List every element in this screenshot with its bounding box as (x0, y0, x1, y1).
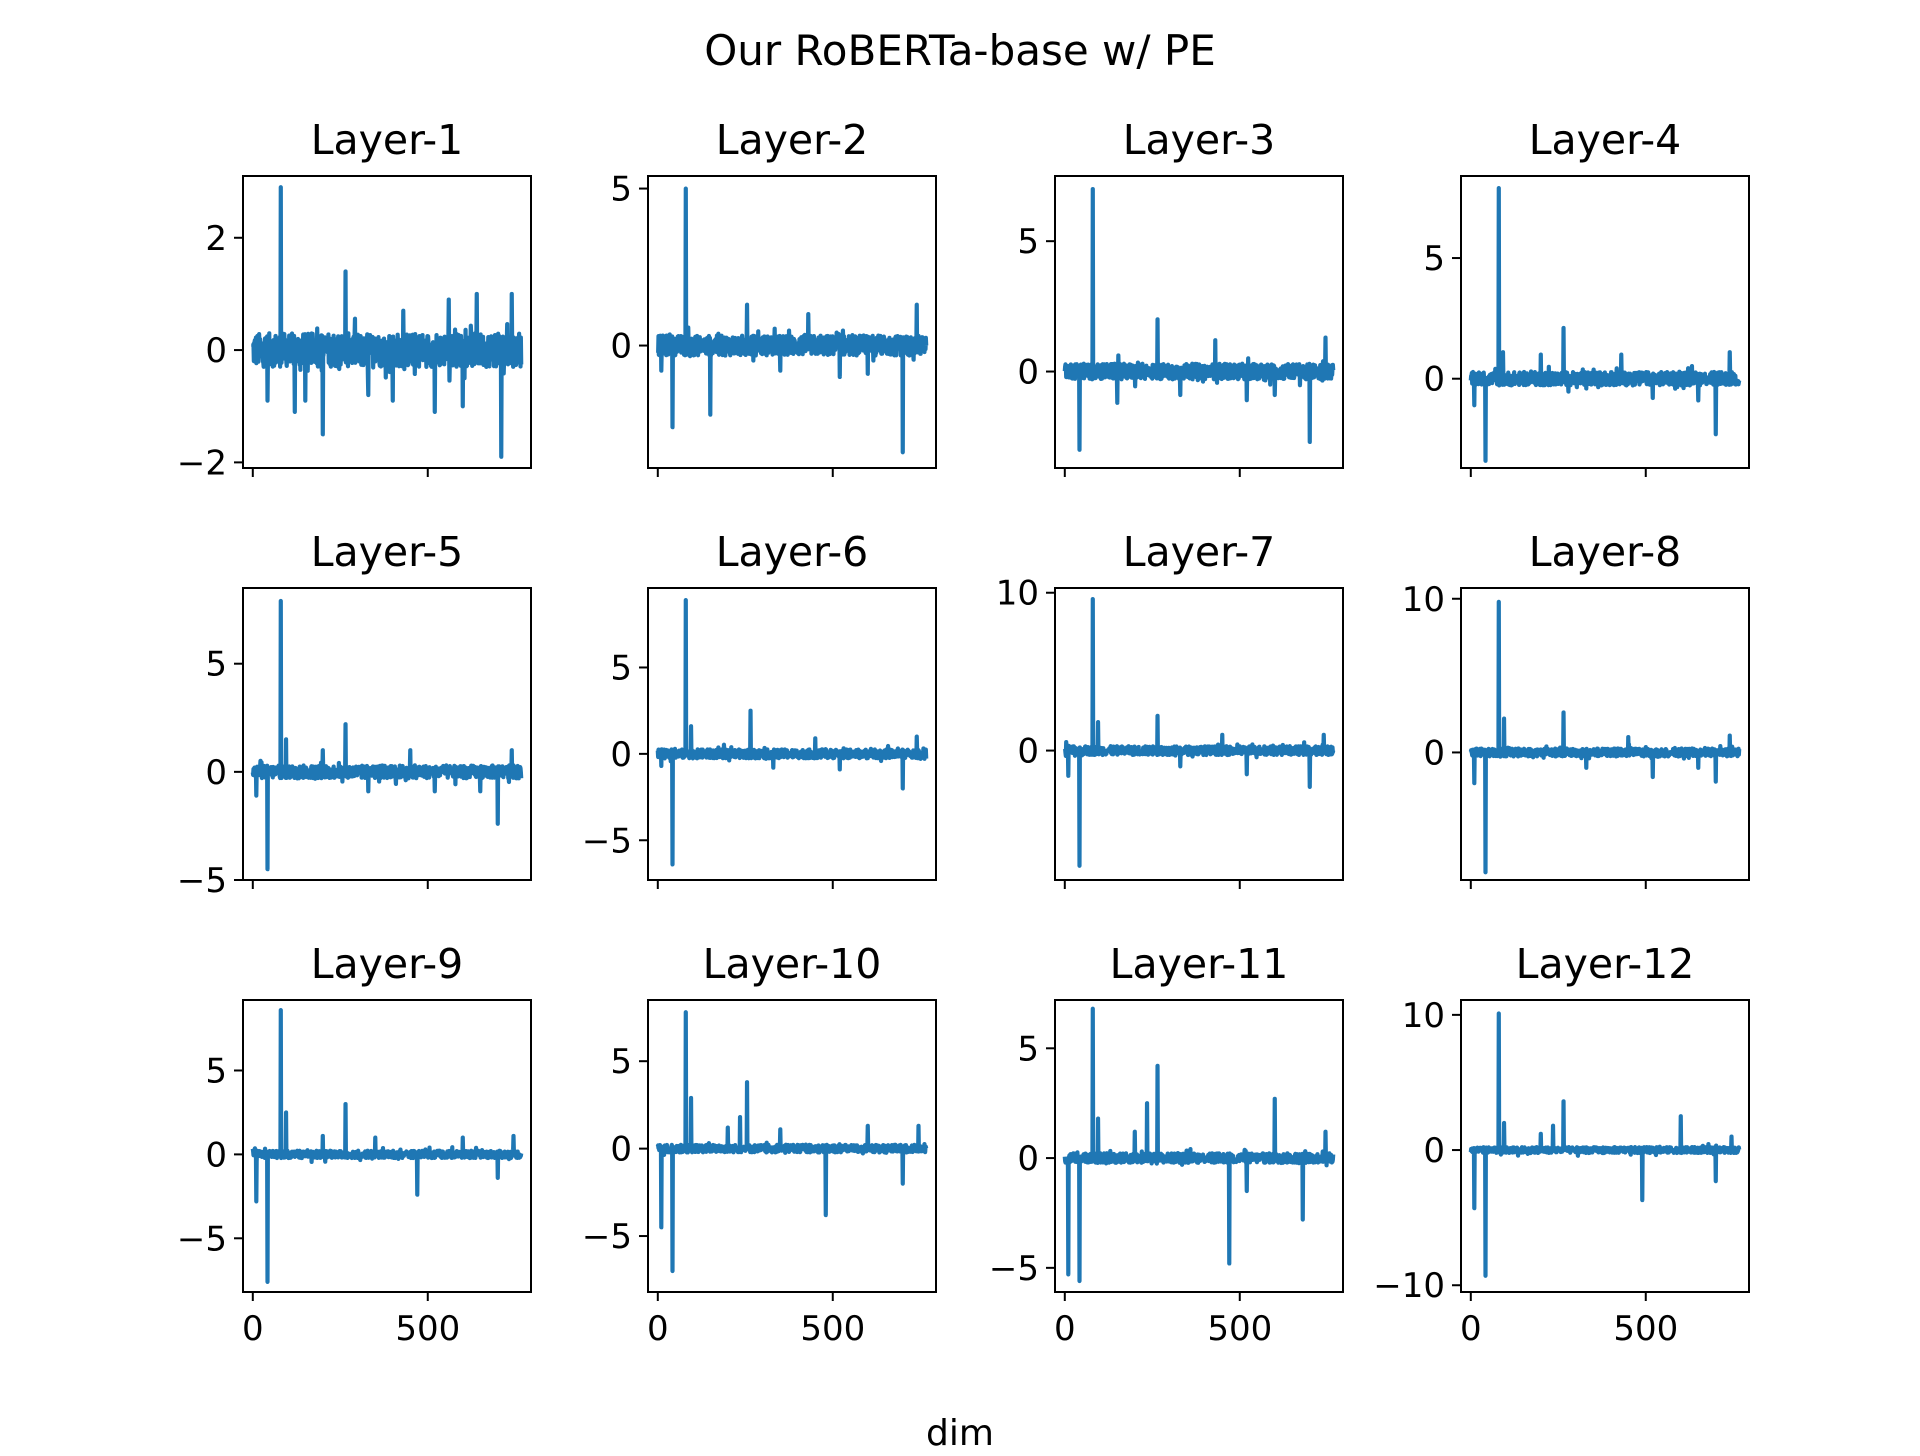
subplot-title: Layer-10 (703, 940, 882, 988)
axes-frame (242, 175, 532, 469)
axes-frame (1460, 587, 1750, 881)
y-tick-label: −5 (177, 1219, 227, 1259)
y-tick-label: 2 (205, 219, 227, 259)
subplot-title: Layer-6 (716, 528, 869, 576)
y-tick-label: 5 (610, 1042, 632, 1082)
y-tick-label: −5 (989, 1249, 1039, 1289)
y-tick-label: 5 (610, 170, 632, 210)
y-tick-label: 0 (1017, 1139, 1039, 1179)
series-line (1062, 186, 1336, 452)
axes-frame (1054, 999, 1344, 1293)
subplot-10: −5 0 5 0 500 Layer-10 (582, 940, 937, 1349)
y-tick-label: 0 (1017, 732, 1039, 772)
subplot-9: −5 0 5 0 500 Layer-9 (177, 940, 532, 1349)
subplot-title: Layer-7 (1123, 528, 1276, 576)
series-line (1062, 1006, 1336, 1284)
y-tick-label: 5 (205, 1051, 227, 1091)
subplot-7: 0 10 Layer-7 (996, 528, 1344, 889)
y-tick-label: 0 (610, 327, 632, 367)
y-tick-label: 0 (1423, 733, 1445, 773)
subplot-12: −10 0 10 0 500 Layer-12 (1373, 940, 1750, 1349)
x-tick-label: 500 (1613, 1309, 1678, 1349)
subplot-title: Layer-8 (1529, 528, 1682, 576)
y-tick-label: 0 (205, 753, 227, 793)
axes-frame (1054, 175, 1344, 469)
y-tick-label: 5 (610, 648, 632, 688)
series-line (655, 1010, 929, 1274)
subplot-11: −5 0 5 0 500 Layer-11 (989, 940, 1344, 1349)
y-tick-label: 0 (610, 735, 632, 775)
x-tick-label: 500 (1207, 1309, 1272, 1349)
axes-frame (1460, 999, 1750, 1293)
subplot-1: −2 0 2 Layer-1 (177, 116, 532, 483)
subplot-title: Layer-3 (1123, 116, 1276, 164)
subplot-title: Layer-5 (311, 528, 464, 576)
subplot-title: Layer-9 (311, 940, 464, 988)
subplot-3: 0 5 Layer-3 (1017, 116, 1344, 477)
y-tick-label: 5 (1017, 222, 1039, 262)
y-tick-label: −5 (582, 1217, 632, 1257)
subplot-title: Layer-11 (1110, 940, 1289, 988)
subplot-2: 0 5 Layer-2 (610, 116, 937, 477)
x-tick-label: 500 (800, 1309, 865, 1349)
subplot-title: Layer-12 (1516, 940, 1695, 988)
series-line (250, 1007, 524, 1285)
axes-frame (1460, 175, 1750, 469)
y-tick-label: 0 (610, 1130, 632, 1170)
x-tick-label: 0 (242, 1309, 264, 1349)
y-tick-label: 0 (205, 1135, 227, 1175)
axes-frame (647, 587, 937, 881)
subplot-4: 0 5 Layer-4 (1423, 116, 1750, 477)
y-tick-label: −10 (1373, 1266, 1445, 1306)
y-tick-label: 0 (205, 331, 227, 371)
subplot-8: 0 10 Layer-8 (1402, 528, 1750, 889)
x-tick-label: 0 (1054, 1309, 1076, 1349)
y-tick-label: 5 (205, 645, 227, 685)
series-line (1062, 596, 1336, 868)
series-line (656, 186, 929, 455)
y-tick-label: 10 (1402, 580, 1445, 620)
x-tick-label: 500 (395, 1309, 460, 1349)
y-tick-label: 0 (1423, 1131, 1445, 1171)
series-line (1468, 599, 1742, 875)
y-tick-label: −5 (582, 821, 632, 861)
axes-frame (1054, 587, 1344, 881)
axes-frame (242, 999, 532, 1293)
subplot-title: Layer-4 (1529, 116, 1682, 164)
y-tick-label: −2 (177, 443, 227, 483)
subplot-title: Layer-1 (311, 116, 464, 164)
axes-frame (242, 587, 532, 881)
series-line (250, 185, 524, 459)
y-tick-label: 5 (1017, 1029, 1039, 1069)
axes-frame (647, 999, 937, 1293)
subplot-title: Layer-2 (716, 116, 869, 164)
series-line (1468, 185, 1742, 463)
x-axis-label: dim (926, 1413, 994, 1454)
subplot-6: −5 0 5 Layer-6 (582, 528, 937, 889)
series-line (1468, 1011, 1742, 1278)
series-line (655, 597, 929, 867)
x-tick-label: 0 (647, 1309, 669, 1349)
figure-title: Our RoBERTa-base w/ PE (704, 26, 1216, 75)
series-line (250, 598, 524, 872)
y-tick-label: 0 (1017, 353, 1039, 393)
y-tick-label: −5 (177, 861, 227, 901)
y-tick-label: 5 (1423, 239, 1445, 279)
subplot-5: −5 0 5 Layer-5 (177, 528, 532, 901)
x-tick-label: 0 (1460, 1309, 1482, 1349)
y-tick-label: 10 (996, 574, 1039, 614)
y-tick-label: 10 (1402, 996, 1445, 1036)
y-tick-label: 0 (1423, 360, 1445, 400)
axes-frame (647, 175, 937, 469)
